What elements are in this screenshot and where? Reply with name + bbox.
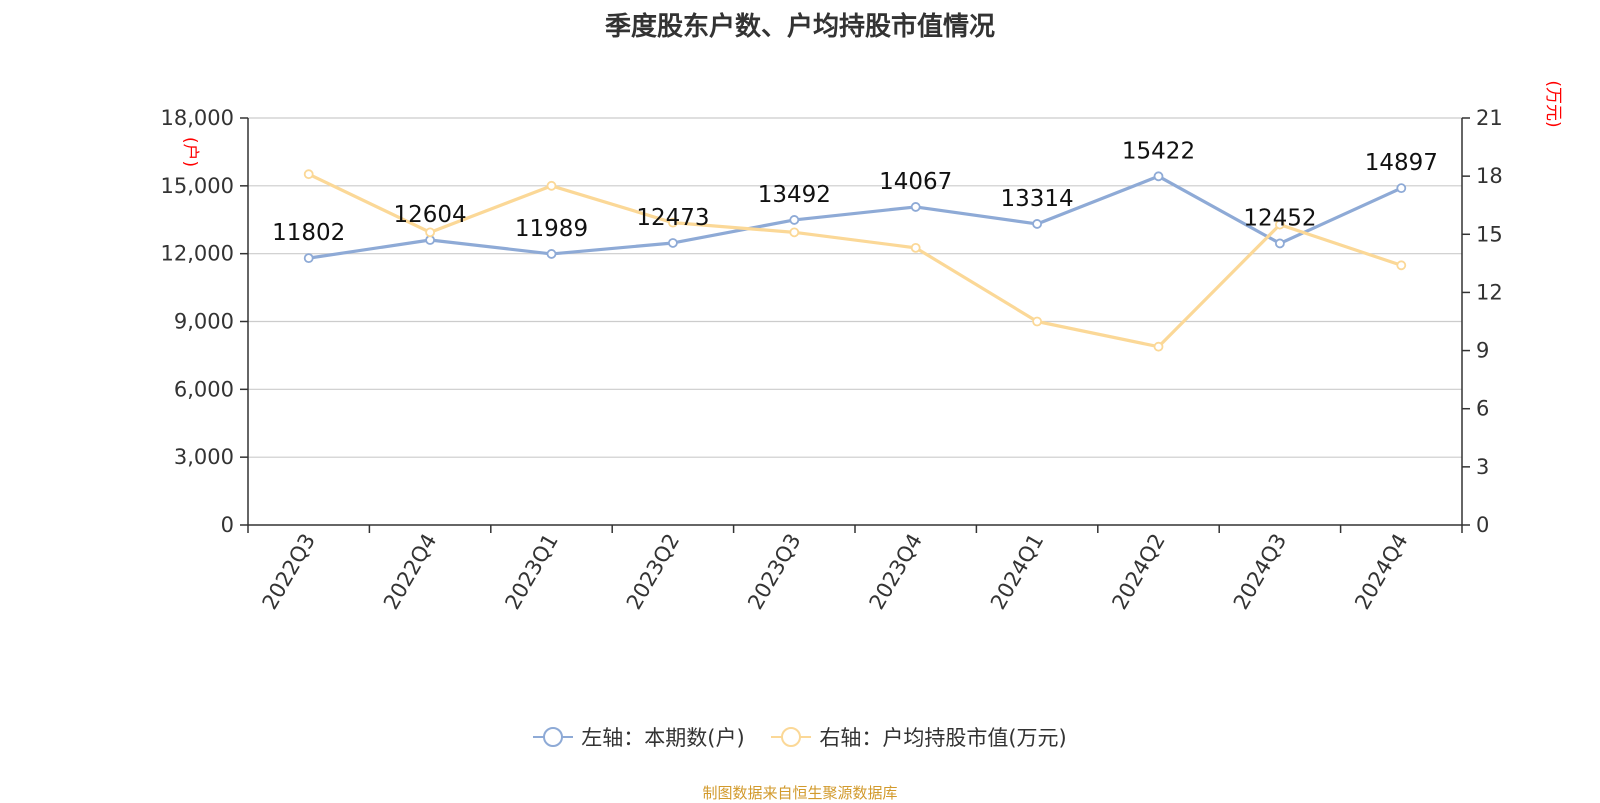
chart-title: 季度股东户数、户均持股市值情况 <box>604 12 995 42</box>
data-label: 11989 <box>515 216 588 242</box>
legend-item-left-series[interactable]: 左轴：本期数(户) <box>533 722 745 752</box>
data-point-right <box>789 227 800 238</box>
data-label: 12452 <box>1243 205 1316 231</box>
y-right-tick-label: 3 <box>1476 455 1489 479</box>
data-point-right <box>1275 219 1285 230</box>
data-point-right <box>668 217 678 228</box>
data-point-left <box>1153 171 1164 182</box>
data-label: 11802 <box>272 220 345 246</box>
y-left-tick-label: 15,000 <box>161 174 234 198</box>
series-line-right <box>308 172 1402 349</box>
x-tick-label: 2023Q1 <box>500 530 562 614</box>
y-right-tick-label: 6 <box>1476 397 1489 421</box>
data-label: 15422 <box>1122 138 1195 164</box>
series <box>303 169 1407 352</box>
data-point-left <box>1275 238 1285 249</box>
data-point-right <box>546 180 557 191</box>
data-point-left <box>546 249 557 259</box>
x-tick-label: 2023Q3 <box>743 530 805 614</box>
data-label: 14067 <box>879 169 952 195</box>
y-left-tick-label: 9,000 <box>174 310 234 334</box>
data-label: 14897 <box>1365 150 1438 176</box>
y-left-tick-label: 12,000 <box>161 242 234 266</box>
x-tick-label: 2022Q4 <box>379 530 441 614</box>
x-tick-label: 2024Q3 <box>1229 530 1291 614</box>
data-labels: 11802 12604 11989 12473 13492 14067 13314 15422… <box>272 138 1438 246</box>
y-left-tick-label: 18,000 <box>161 106 234 130</box>
x-tick-label: 2024Q2 <box>1107 530 1169 614</box>
data-label: 12473 <box>636 205 709 231</box>
legend-label-right: 右轴：户均持股市值(万元) <box>819 726 1067 750</box>
grid-lines <box>248 117 1462 458</box>
y-right-tick-label: 18 <box>1476 164 1503 188</box>
data-point-right <box>910 242 921 253</box>
data-label: 12604 <box>394 202 467 228</box>
y-right-tick-label: 0 <box>1476 513 1489 537</box>
y-right-tick-label: 9 <box>1476 339 1489 363</box>
data-point-left <box>1032 219 1042 229</box>
data-point-left <box>668 238 678 248</box>
series-line-left <box>308 174 1402 260</box>
legend-swatch-right <box>771 725 812 749</box>
y-left-tick-label: 3,000 <box>174 445 234 469</box>
x-tick-label: 2023Q4 <box>865 530 927 614</box>
data-point-left <box>910 202 921 212</box>
y-right-tick-label: 21 <box>1476 106 1503 130</box>
legend-label-left: 左轴：本期数(户) <box>581 726 745 750</box>
source-note: 制图数据来自恒生聚源数据库 <box>702 784 898 802</box>
legend: 左轴：本期数(户) 右轴：户均持股市值(万元) <box>0 722 1600 754</box>
data-point-right <box>1153 341 1164 352</box>
data-point-left <box>1396 183 1407 194</box>
y-left-unit-label: (户) <box>180 137 200 167</box>
y-left-tick-label: 6,000 <box>174 377 234 401</box>
data-label: 13314 <box>1001 186 1074 212</box>
y-right-unit-label: (万元) <box>1543 80 1563 127</box>
x-tick-label: 2022Q3 <box>258 530 320 614</box>
data-label: 13492 <box>758 182 831 208</box>
y-right-tick-label: 15 <box>1476 222 1503 246</box>
data-point-right <box>1032 316 1042 327</box>
y-right-tick-label: 12 <box>1476 280 1503 304</box>
legend-swatch-left <box>533 725 574 749</box>
data-point-right <box>303 169 314 180</box>
x-tick-label: 2024Q1 <box>986 530 1048 614</box>
y-left-tick-label: 0 <box>221 513 234 537</box>
x-tick-label: 2024Q4 <box>1350 530 1412 614</box>
data-point-left <box>789 215 800 225</box>
axes: 0 3,000 6,000 9,000 12,000 15,000 18,000 0 3 6 9 12… <box>161 80 1563 613</box>
legend-item-right-series[interactable]: 右轴：户均持股市值(万元) <box>771 722 1067 752</box>
data-point-right <box>1396 260 1407 271</box>
data-point-left <box>303 253 314 264</box>
x-tick-label: 2023Q2 <box>622 530 684 614</box>
data-point-right <box>425 227 436 238</box>
